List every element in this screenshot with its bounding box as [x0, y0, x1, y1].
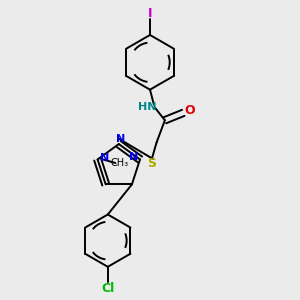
Text: CH₃: CH₃	[111, 158, 129, 168]
Text: N: N	[100, 153, 109, 163]
Text: N: N	[129, 152, 138, 162]
Text: O: O	[184, 104, 194, 117]
Text: I: I	[148, 7, 152, 20]
Text: Cl: Cl	[101, 282, 114, 295]
Text: N: N	[116, 134, 125, 144]
Text: HN: HN	[138, 102, 156, 112]
Text: S: S	[148, 157, 157, 170]
